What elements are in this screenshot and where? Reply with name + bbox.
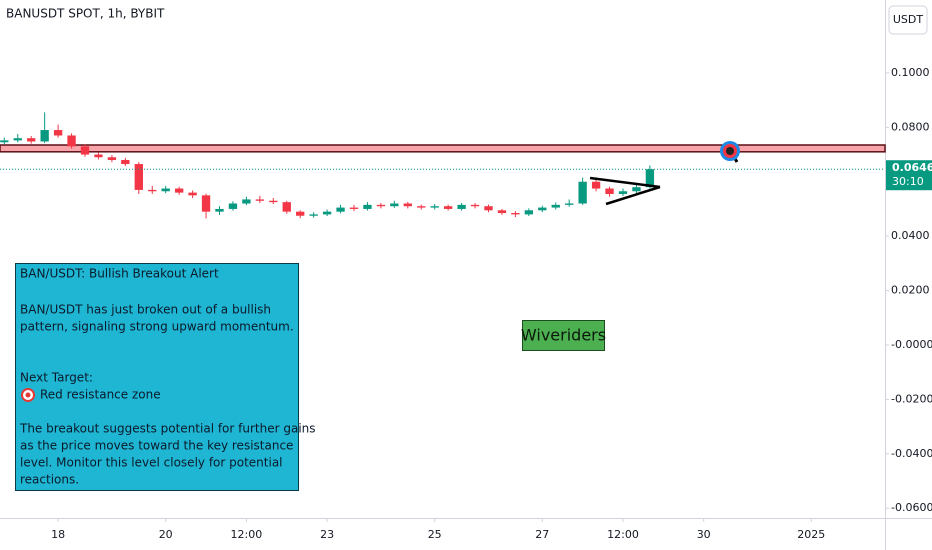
- note-box: BAN/USDT: Bullish Breakout Alert BAN/USDT…: [15, 263, 316, 491]
- y-tick-label: 0.1000: [891, 66, 930, 79]
- candle-body: [174, 188, 184, 193]
- candle-body: [551, 204, 560, 208]
- last-price-box: [886, 160, 932, 191]
- y-tick-label: -0.0400: [891, 447, 932, 460]
- candle-body: [538, 207, 547, 211]
- plot-area: [0, 112, 886, 219]
- y-tick-label: -0.0000: [891, 338, 932, 351]
- currency-button-label[interactable]: USDT: [893, 13, 924, 26]
- y-tick-label: -0.0200: [891, 392, 932, 405]
- x-tick-label: 20: [159, 528, 173, 541]
- candle-body: [80, 146, 90, 155]
- candle-body: [565, 203, 574, 205]
- note-line: The breakout suggests potential for furt…: [19, 422, 316, 436]
- candle-body: [322, 211, 332, 215]
- target-icon: [720, 141, 740, 163]
- watermark-box: [522, 320, 605, 351]
- x-tick-label: 23: [320, 528, 334, 541]
- candle-body: [228, 203, 238, 209]
- candle-body: [255, 199, 265, 201]
- candle-body: [363, 204, 372, 209]
- x-tick-label: 18: [51, 528, 65, 541]
- x-tick-label: 12:00: [607, 528, 639, 541]
- y-tick-label: 0.0800: [891, 120, 930, 133]
- candle-body: [134, 164, 143, 190]
- candle-body: [27, 138, 36, 142]
- currency-button[interactable]: [888, 5, 928, 35]
- candle-body: [13, 138, 22, 141]
- countdown-label: 30:10: [892, 175, 924, 188]
- candle-body: [0, 140, 9, 143]
- candle-body: [443, 206, 453, 209]
- candle-body: [578, 181, 587, 204]
- candle-body: [94, 154, 103, 158]
- candle-body: [188, 192, 197, 196]
- note-background: [15, 263, 299, 491]
- candle-body: [511, 213, 520, 215]
- note-line: Next Target:: [20, 371, 93, 385]
- x-tick-label: 12:00: [231, 528, 263, 541]
- candle-body: [605, 188, 614, 194]
- x-tick-label: 30: [697, 528, 711, 541]
- candle-body: [107, 157, 117, 160]
- candle-body: [417, 206, 426, 208]
- x-tick-label: 27: [535, 528, 549, 541]
- candle-body: [148, 189, 157, 192]
- candle-body: [282, 202, 291, 212]
- candle-body: [484, 206, 493, 211]
- note-line: level. Monitor this level closely for po…: [20, 456, 283, 470]
- pattern-lower-line: [605, 185, 661, 206]
- note-line: reactions.: [20, 473, 79, 487]
- candle-body: [242, 199, 251, 204]
- candle-body: [215, 208, 224, 212]
- x-tick-label: 2025: [797, 528, 825, 541]
- note-line: BAN/USDT: Bullish Breakout Alert: [20, 267, 219, 281]
- note-line: Red resistance zone: [40, 388, 161, 402]
- last-price-label: 0.0646: [892, 161, 932, 174]
- candle-body: [67, 135, 76, 147]
- chart-title: BANUSDT SPOT, 1h, BYBIT: [6, 7, 165, 21]
- candle-body: [161, 188, 170, 192]
- y-tick-label: 0.0200: [891, 284, 930, 297]
- target-bullet-center: [25, 392, 31, 398]
- candle-body: [40, 130, 49, 142]
- candle-body: [403, 203, 412, 207]
- candle-body: [121, 159, 130, 165]
- candle-body: [645, 169, 655, 188]
- candle-body: [591, 181, 601, 189]
- note-line: BAN/USDT has just broken out of a bullis…: [20, 303, 271, 317]
- resistance-zone: [0, 144, 886, 153]
- candle-body: [309, 214, 318, 216]
- candle-body: [632, 187, 641, 192]
- candle-body: [296, 211, 305, 216]
- y-tick-label: -0.0600: [891, 501, 932, 514]
- watermark-label: Wiveriders: [521, 326, 606, 345]
- candle-body: [618, 191, 628, 194]
- candle-body: [376, 204, 386, 207]
- y-tick-label: 0.0400: [891, 229, 930, 242]
- candle-body: [349, 207, 359, 209]
- note-line: as the price moves toward the key resist…: [20, 439, 293, 453]
- x-tick-label: 25: [428, 528, 442, 541]
- candle-body: [201, 195, 211, 212]
- candle-body: [430, 206, 439, 208]
- candle-body: [336, 207, 345, 212]
- candle-body: [497, 210, 507, 214]
- candle-body: [524, 210, 534, 215]
- candle-body: [269, 200, 278, 203]
- candle-body: [390, 203, 399, 207]
- pattern-upper-line: [589, 176, 661, 189]
- candle-body: [457, 204, 466, 209]
- candle-body: [53, 130, 63, 136]
- candle-body: [470, 204, 480, 207]
- note-line: pattern, signaling strong upward momentu…: [20, 320, 294, 334]
